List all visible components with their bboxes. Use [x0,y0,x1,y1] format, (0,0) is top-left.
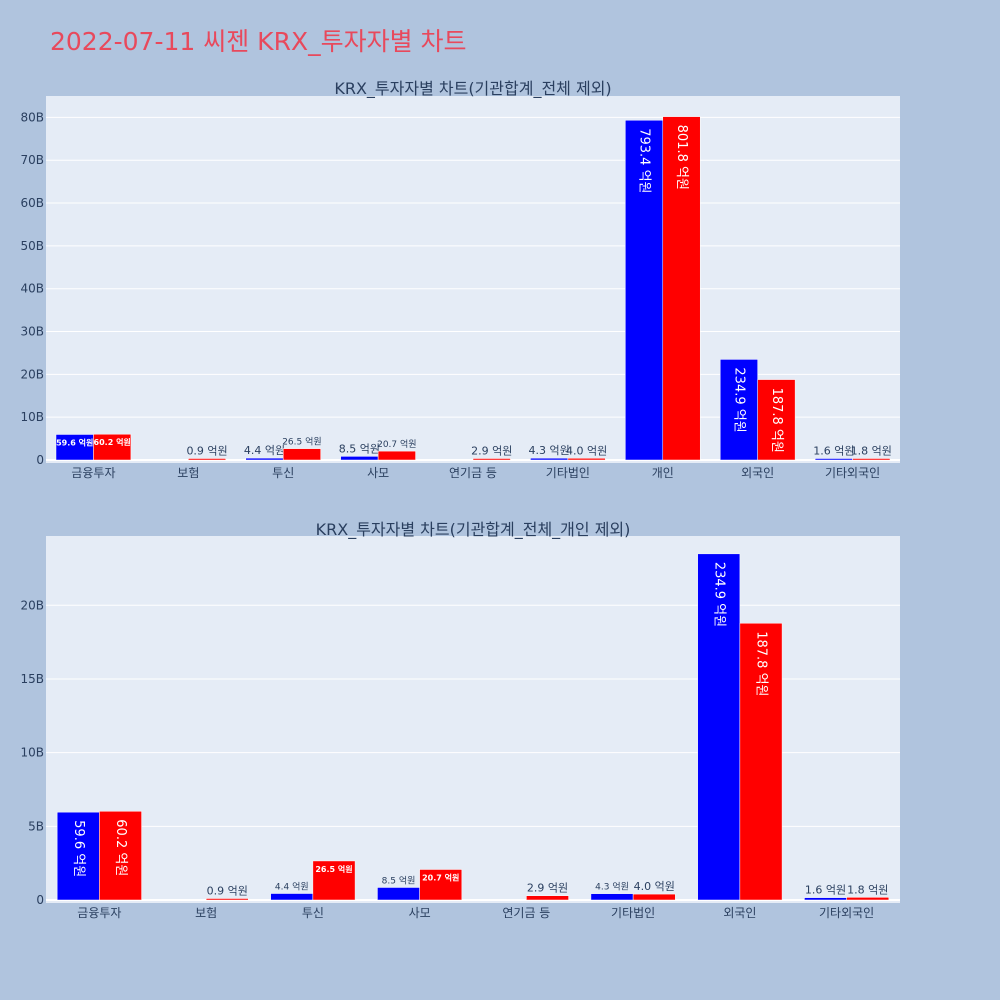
data-label: 20.7 억원 [422,872,459,882]
y-tick-label: 70B [20,153,44,167]
data-label: 4.4 억원 [244,444,285,457]
chart-2: 0 5B 10B 15B 20B KRX_투자자별 차트(기관합계_전체_개인 제외) 금융… [20,520,900,920]
data-label: 4.0 억원 [566,444,607,457]
bar [245,457,284,461]
bar [530,457,569,461]
bar [419,869,463,901]
y-tick-label: 30B [20,325,44,339]
bar [804,897,847,901]
data-label: 187.8 억원 [769,388,784,453]
data-label: 187.8 억원 [753,631,768,696]
bar [846,897,890,901]
y-tick-label: 5B [28,819,44,833]
x-tick-label: 금융투자 [77,906,121,920]
data-label: 1.6 억원 [813,445,854,458]
y-tick-label: 0 [36,893,44,907]
x-tick-label: 기타외국인 [825,466,880,480]
data-label: 4.3 억원 [529,444,570,457]
data-label: 59.6 억원 [71,820,86,877]
data-label: 234.9 억원 [711,562,726,627]
y-tick-label: 80B [20,110,44,124]
bar [188,458,227,461]
y-tick-label: 15B [20,672,44,686]
bar [697,553,741,901]
bar [719,359,758,461]
bar [93,433,132,461]
bar [662,116,701,461]
x-tick-label: 연기금 등 [502,906,550,920]
bar [632,893,676,901]
y-tick-label: 10B [20,746,44,760]
bar [56,811,100,901]
x-tick-label: 투신 [272,466,294,480]
bar [526,895,569,901]
data-label: 26.5 억원 [282,436,321,448]
data-label: 4.3 억원 [595,881,629,893]
x-tick-label: 보험 [195,906,217,920]
bar [739,622,783,901]
y-tick-label: 50B [20,239,44,253]
data-label: 4.4 억원 [275,881,309,893]
bar [282,448,321,461]
chart-1: 0 10B 20B 30B 40B 50B 60B 70B 80B KRX_투자자별 차트(기관합… [20,79,900,480]
bar [625,119,664,461]
bar [340,456,379,461]
bar [55,434,94,461]
y-tick-label: 20B [20,598,44,612]
x-tick-label: 개인 [652,466,674,480]
bar [270,893,314,901]
data-label: 26.5 억원 [315,864,352,874]
data-label: 234.9 억원 [731,367,746,432]
y-tick-label: 40B [20,282,44,296]
x-tick-label: 외국인 [723,906,756,920]
data-label: 59.6 억원 [56,437,93,447]
x-tick-label: 금융투자 [71,466,115,480]
bar [472,458,511,461]
x-tick-label: 외국인 [741,466,774,480]
x-tick-label: 보험 [177,466,199,480]
data-label: 20.7 억원 [377,438,416,450]
data-label: 60.2 억원 [94,437,131,447]
data-label: 2.9 억원 [527,882,568,895]
data-label: 0.9 억원 [186,445,227,458]
data-label: 8.5 억원 [339,442,380,455]
x-tick-label: 기타법인 [611,906,655,920]
data-label: 1.8 억원 [851,445,892,458]
data-label: 2.9 억원 [471,445,512,458]
bar [99,811,142,901]
x-tick-label: 사모 [367,466,389,480]
data-label: 60.2 억원 [113,819,128,876]
x-tick-label: 투신 [302,906,324,920]
y-tick-label: 20B [20,367,44,381]
x-tick-label: 기타외국인 [819,906,874,920]
data-label: 793.4 억원 [637,128,652,193]
bar [852,458,891,461]
chart-title: KRX_투자자별 차트(기관합계_전체_개인 제외) [316,520,631,540]
data-label: 4.0 억원 [634,880,675,893]
y-tick-label: 60B [20,196,44,210]
bar [814,458,853,461]
bar [757,379,796,461]
bar [567,458,606,461]
x-tick-label: 사모 [409,906,431,920]
data-label: 8.5 억원 [382,874,416,886]
x-tick-label: 기타법인 [546,466,590,480]
x-tick-label: 연기금 등 [449,466,497,480]
bar [377,450,416,461]
data-label: 801.8 억원 [674,125,689,190]
bar [590,893,634,901]
y-tick-label: 0 [36,453,44,467]
data-label: 1.6 억원 [805,884,846,897]
data-label: 1.8 억원 [847,883,888,896]
chart-title: KRX_투자자별 차트(기관합계_전체 제외) [334,79,611,99]
bar [205,898,249,901]
y-tick-label: 10B [20,410,44,424]
data-label: 0.9 억원 [207,885,248,898]
bar [312,860,356,901]
bar [377,887,420,901]
page-title: 2022-07-11 씨젠 KRX_투자자별 차트 [50,27,467,56]
